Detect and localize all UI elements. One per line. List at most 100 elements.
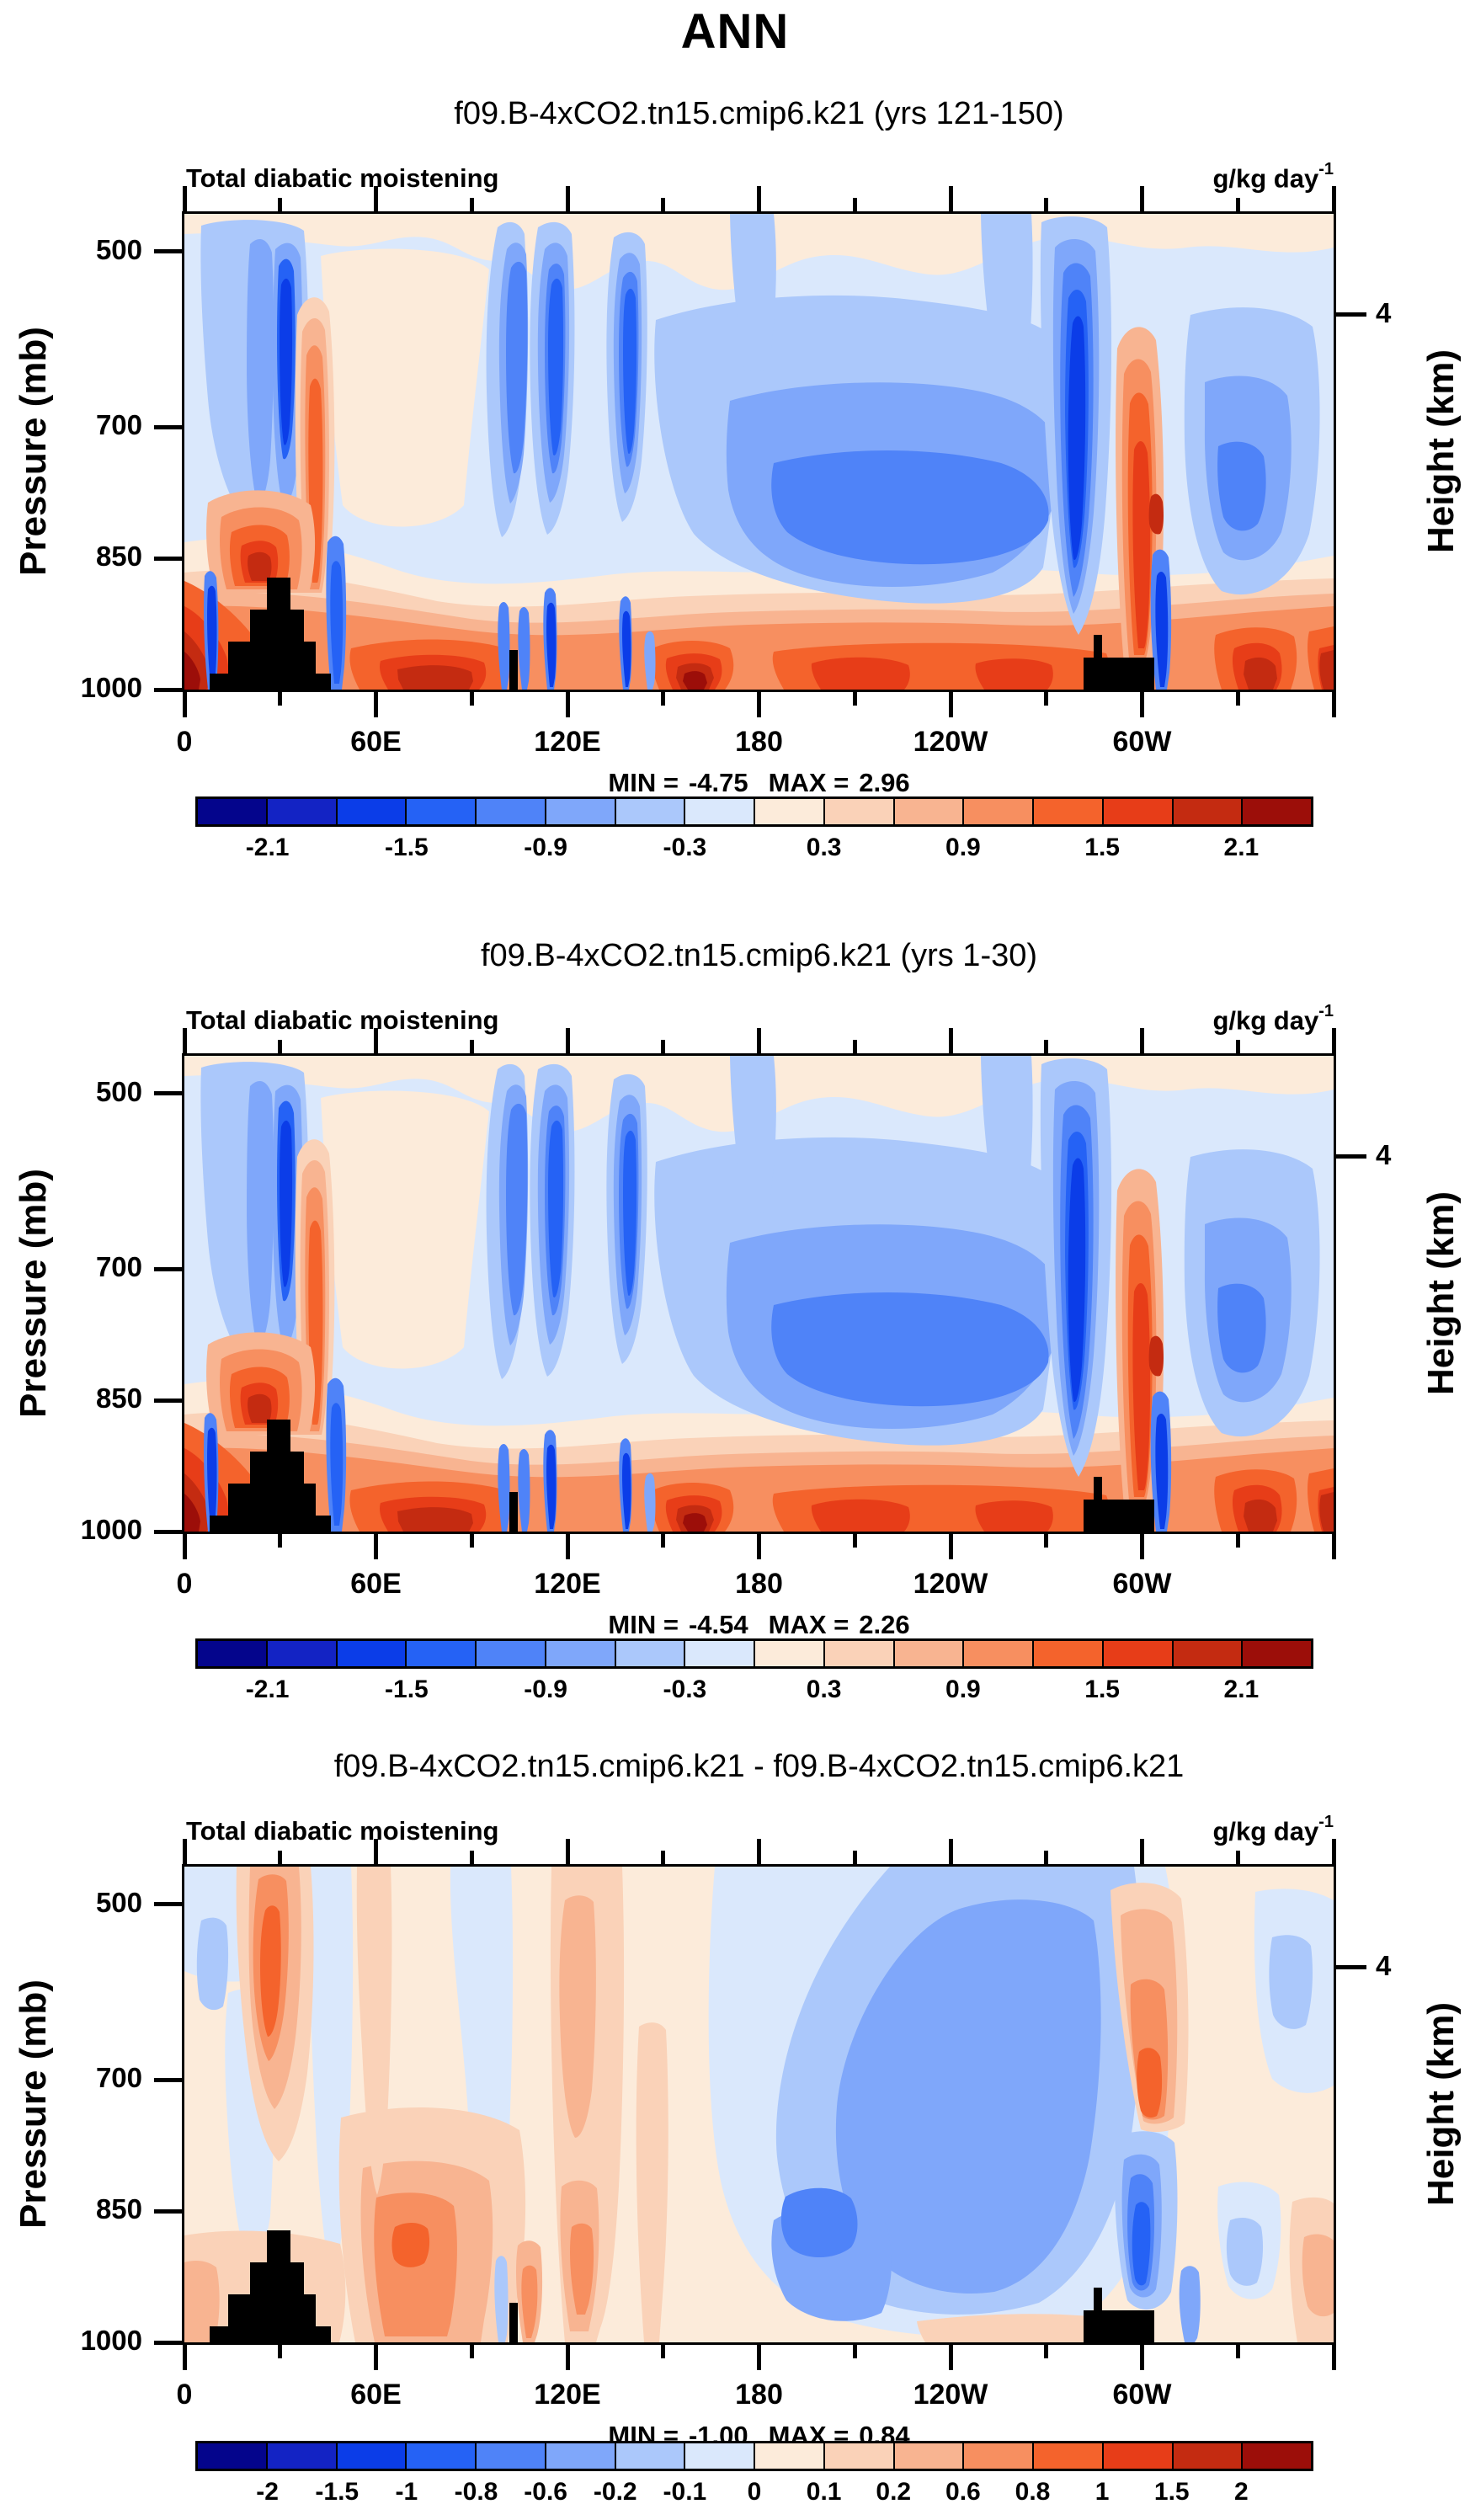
colorbar-tick-label: 2 [1234,2478,1249,2506]
lon-tick-top [757,186,761,211]
colorbar-tick-label: 1.5 [1084,1676,1120,1703]
colorbar-segment [1032,2443,1102,2469]
pressure-tick-label: 850 [95,1383,142,1414]
units-exponent: -1 [1318,160,1334,178]
colorbar-segment [614,1641,684,1666]
lon-tick-top [661,1040,666,1053]
pressure-tick [154,687,184,692]
colorbar-segment [754,799,823,824]
lon-tick-bottom [565,1534,570,1559]
height-axis-title: Height (km) [1420,349,1462,553]
lon-tick-top [469,1851,474,1864]
colorbar-tick-label: 0.8 [1015,2478,1051,2506]
colorbar-segment [1101,2443,1172,2469]
panel-subtitle: f09.B-4xCO2.tn15.cmip6.k21 - f09.B-4xCO2… [333,1749,1185,1784]
colorbar-segment [335,1641,406,1666]
height-tick-label: 4 [1376,1949,1392,1981]
lon-tick-label: 60E [350,726,402,758]
max-label: MAX = [768,1610,850,1639]
lon-tick-top [565,1028,570,1053]
colorbar-tick-label: 1 [1095,2478,1110,2506]
panel-subtitle: f09.B-4xCO2.tn15.cmip6.k21 (yrs 1-30) [480,938,1038,973]
pressure-tick-label: 1000 [80,672,142,703]
lon-tick-top [1235,1040,1240,1053]
pressure-tick [154,556,184,561]
lon-tick-top [1331,1839,1336,1864]
colorbar-segment [475,799,545,824]
colorbar-tick-label: 0.6 [945,2478,981,2506]
colorbar-segment [892,2443,963,2469]
pressure-tick [154,1529,184,1534]
lon-tick-top [374,186,378,211]
max-value: 2.96 [859,768,910,797]
colorbar-segment [892,1641,963,1666]
colorbar-segment [405,799,475,824]
pressure-tick-label: 700 [95,2062,142,2093]
lon-tick-bottom [757,2345,761,2370]
colorbar-tick-label: 0.3 [806,834,842,861]
panel-difference: f09.B-4xCO2.tn15.cmip6.k21 - f09.B-4xCO2… [0,1737,1470,2520]
lon-tick-top [374,1028,378,1053]
colorbar-segment [544,799,615,824]
pressure-tick [154,1398,184,1403]
colorbar-segment [684,1641,754,1666]
lon-tick-bottom [278,2345,283,2358]
colorbar-tick-label: 1.5 [1153,2478,1190,2506]
colorbar-tick-label: 0.1 [806,2478,842,2506]
lon-tick-top [757,1839,761,1864]
colorbar-segment [614,799,684,824]
lon-tick-bottom [278,1534,283,1548]
colorbar-segment [962,1641,1032,1666]
pressure-tick [154,2208,184,2214]
field-label: Total diabatic moistening [186,1816,499,1846]
colorbar-segment [544,1641,615,1666]
max-label: MAX = [768,768,850,797]
lon-tick-top [1044,198,1049,211]
colorbar-segment [544,2443,615,2469]
lon-tick-label: 120E [534,1568,601,1600]
colorbar-tick-label: -0.1 [663,2478,707,2506]
colorbar-tick-label: -2 [256,2478,279,2506]
lon-tick-top [661,198,666,211]
lon-tick-top [565,186,570,211]
lon-tick-label: 60W [1112,2379,1172,2411]
pressure-tick-label: 850 [95,541,142,572]
lon-tick-top [1140,1839,1144,1864]
colorbar-segment [265,2443,336,2469]
colorbar-segment [823,2443,893,2469]
max-value: 2.26 [859,1610,910,1639]
height-tick [1336,1154,1366,1159]
colorbar-segment [335,799,406,824]
lon-tick-label: 120W [913,726,988,758]
units-base: g/kg day [1212,163,1319,194]
pressure-axis-title: Pressure (mb) [13,327,54,576]
min-label: MIN = [608,1610,679,1639]
pressure-tick [154,1091,184,1096]
colorbar [195,796,1313,827]
min-label: MIN = [608,768,679,797]
pressure-tick [154,249,184,254]
panel-yrs-121-150: f09.B-4xCO2.tn15.cmip6.k21 (yrs 121-150)… [0,84,1470,867]
lon-tick-bottom [182,2345,187,2370]
colorbar-tick-label: -1.5 [315,2478,360,2506]
lon-tick-bottom [852,2345,857,2358]
lon-tick-top [1044,1851,1049,1864]
lon-tick-top [1044,1040,1049,1053]
units-label: g/kg day-1 [184,1002,1334,1036]
colorbar-segment [684,799,754,824]
lon-tick-top [278,1040,283,1053]
colorbar-segment [1241,2443,1311,2469]
lon-tick-label: 180 [735,726,783,758]
colorbar-segment [823,1641,893,1666]
colorbar-segment [475,1641,545,1666]
pressure-tick [154,1902,184,1907]
lon-tick-bottom [1044,692,1049,706]
colorbar-segment [265,799,336,824]
colorbar-tick-label: -2.1 [245,1676,290,1703]
lon-tick-top [1331,186,1336,211]
lon-tick-top [948,1839,953,1864]
pressure-tick-label: 500 [95,1886,142,1918]
lon-tick-label: 0 [176,1568,193,1600]
lon-tick-top [1140,1028,1144,1053]
lon-tick-label: 120W [913,2379,988,2411]
